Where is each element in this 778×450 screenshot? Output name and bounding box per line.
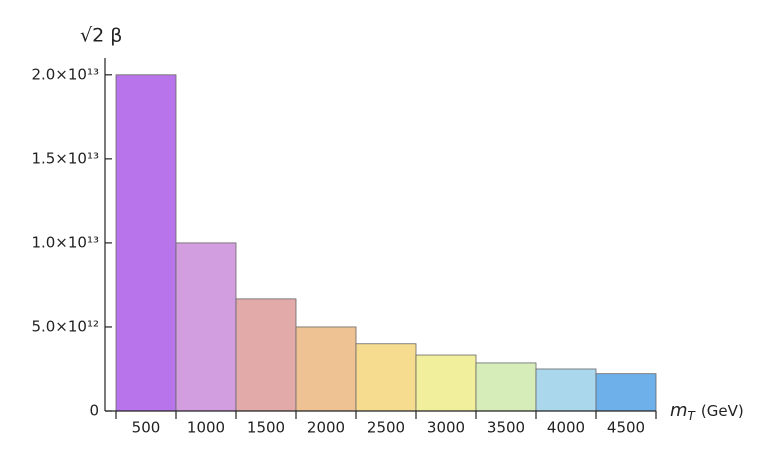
bar (535, 368, 597, 412)
x-tick-label: 1500 (247, 419, 285, 437)
x-label-symbol: m (670, 400, 688, 421)
x-tick-label: 2000 (307, 419, 345, 437)
bar (475, 362, 537, 412)
x-tick-label: 1000 (187, 419, 225, 437)
y-tick-label: 5.0×10¹² (31, 317, 99, 335)
y-tick-label: 1.5×10¹³ (31, 149, 99, 167)
x-axis-label: mT (GeV) (670, 400, 744, 423)
bar (175, 242, 237, 412)
bar (355, 343, 417, 412)
y-tick-label: 1.0×10¹³ (31, 233, 99, 251)
bar (595, 373, 657, 412)
x-label-unit: (GeV) (701, 402, 744, 420)
x-tick-label: 500 (132, 419, 161, 437)
bar (415, 354, 477, 412)
bar (235, 298, 297, 412)
y-axis-label: √2 β (80, 25, 122, 47)
x-label-subscript: T (688, 409, 697, 423)
bar (295, 326, 357, 412)
y-tick-label: 2.0×10¹³ (31, 65, 99, 83)
x-tick-label: 3500 (487, 419, 525, 437)
bar (115, 74, 177, 412)
x-tick-label: 4500 (607, 419, 645, 437)
y-tick-label: 0 (89, 402, 99, 420)
x-tick-label: 3000 (427, 419, 465, 437)
x-tick-label: 4000 (547, 419, 585, 437)
x-tick-label: 2500 (367, 419, 405, 437)
